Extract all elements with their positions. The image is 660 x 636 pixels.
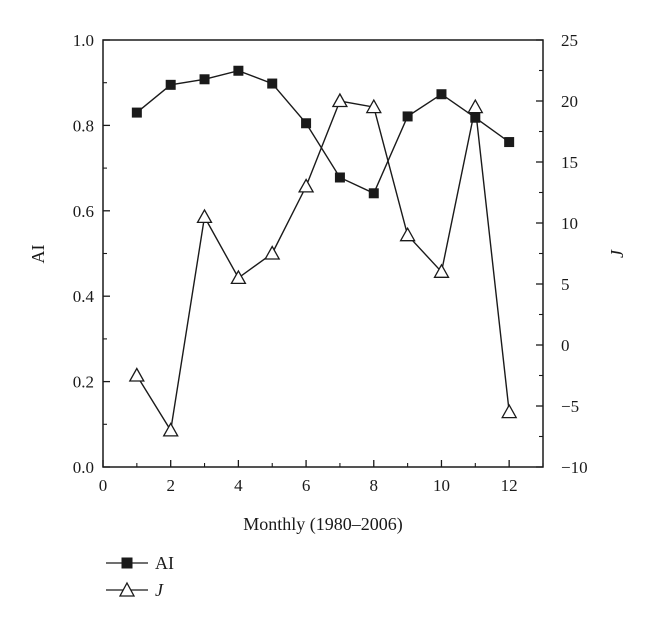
y-right-tick-label: 0 (561, 336, 570, 355)
x-tick-label: 0 (99, 476, 108, 495)
series-lines (136, 69, 510, 433)
y-right-axis-title: J (607, 249, 627, 258)
x-tick-label: 6 (302, 476, 311, 495)
y-right-tick-label: 15 (561, 153, 578, 172)
x-tick-label: 8 (370, 476, 379, 495)
y-left-tick-label: 0.6 (73, 202, 94, 221)
data-point-j (399, 226, 416, 242)
x-tick-label: 2 (166, 476, 175, 495)
data-point-ai (334, 172, 345, 183)
data-point-j (196, 208, 213, 224)
data-point-j (467, 98, 484, 114)
data-point-ai (131, 107, 142, 118)
data-point-ai (301, 118, 312, 129)
data-point-ai (436, 89, 447, 100)
data-point-ai (470, 112, 481, 123)
data-point-j (128, 367, 145, 382)
data-point-ai (233, 65, 244, 76)
data-point-ai (368, 188, 379, 199)
data-point-j (297, 178, 315, 193)
x-tick-label: 4 (234, 476, 243, 495)
data-point-j (264, 245, 281, 260)
legend-label-ai: AI (155, 553, 174, 573)
y-left-tick-label: 0.0 (73, 458, 94, 477)
y-left-tick-label: 0.4 (73, 287, 95, 306)
axes-layer: 0 2 4 6 8 10 12 0.0 0.2 0.4 0.6 0.8 1.0 −10 −5 0 5 10 15 20… (73, 31, 588, 495)
y-left-tick-label: 1.0 (73, 31, 94, 50)
series-line-ai (136, 69, 510, 195)
data-point-j (331, 92, 349, 108)
legend-item-ai: AI (106, 553, 174, 573)
y-right-tick-label: 25 (561, 31, 578, 50)
legend: AI J (106, 553, 174, 600)
series-markers (128, 65, 518, 437)
data-point-j (501, 403, 518, 419)
legend-item-j: J (106, 580, 164, 600)
data-point-ai (504, 137, 515, 148)
legend-label-j: J (155, 580, 164, 600)
y-left-axis-title: AI (28, 245, 48, 264)
legend-marker-j (118, 581, 136, 597)
data-point-ai (165, 79, 176, 90)
x-tick-label: 10 (433, 476, 450, 495)
data-point-j (433, 263, 450, 278)
x-tick-label: 12 (501, 476, 518, 495)
y-right-tick-label: −10 (561, 458, 588, 477)
legend-marker-ai (121, 557, 133, 569)
x-axis-title: Monthly (1980–2006) (243, 514, 403, 535)
y-left-tick-label: 0.2 (73, 373, 94, 392)
data-point-ai (199, 74, 210, 85)
data-point-j (365, 98, 382, 114)
y-right-tick-label: −5 (561, 397, 579, 416)
data-point-ai (267, 78, 278, 89)
data-point-j (230, 269, 247, 285)
y-right-tick-label: 5 (561, 275, 570, 294)
y-left-tick-label: 0.8 (73, 116, 94, 135)
y-right-tick-label: 20 (561, 92, 578, 111)
y-right-tick-label: 10 (561, 214, 578, 233)
series-line-j (136, 100, 510, 433)
data-point-ai (402, 111, 413, 122)
data-point-j (162, 422, 179, 437)
